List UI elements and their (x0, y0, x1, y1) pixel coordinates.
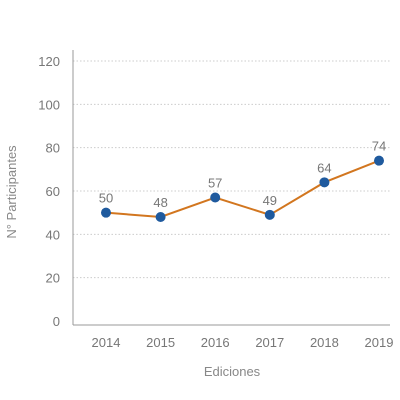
data-point (264, 209, 275, 220)
data-point (210, 192, 221, 203)
data-label: 64 (317, 160, 331, 175)
y-axis-title: N° Participantes (4, 145, 19, 239)
data-point (155, 212, 166, 222)
data-label: 57 (208, 176, 222, 191)
y-tick-label: 0 (53, 314, 60, 329)
y-tick-label: 60 (46, 184, 60, 199)
data-label: 49 (263, 193, 277, 208)
x-tick-label: 2017 (255, 335, 284, 350)
y-tick-label: 20 (46, 271, 60, 286)
y-tick-label: 80 (46, 141, 60, 156)
series-line (105, 159, 380, 219)
x-tick-label: 2019 (365, 335, 394, 350)
x-tick-label: 2014 (92, 335, 121, 350)
x-tick-labels: 2014 2015 2016 2017 2018 2019 (92, 335, 394, 350)
data-label: 74 (372, 139, 386, 154)
data-label: 50 (99, 191, 113, 206)
y-tick-labels: 0 20 40 60 80 100 120 (38, 54, 60, 329)
data-points (101, 155, 384, 222)
data-point (374, 155, 384, 166)
x-tick-label: 2018 (310, 335, 339, 350)
y-tick-label: 40 (46, 227, 60, 242)
data-point (319, 177, 330, 188)
x-tick-label: 2016 (201, 335, 230, 350)
y-tick-label: 100 (38, 97, 60, 112)
data-point (101, 207, 111, 218)
data-label: 48 (153, 195, 167, 210)
y-tick-label: 120 (38, 54, 60, 69)
gridlines (73, 60, 390, 279)
x-axis-title: Ediciones (204, 364, 261, 379)
x-tick-label: 2015 (146, 335, 175, 350)
data-labels: 50 48 57 49 64 74 (99, 139, 386, 210)
